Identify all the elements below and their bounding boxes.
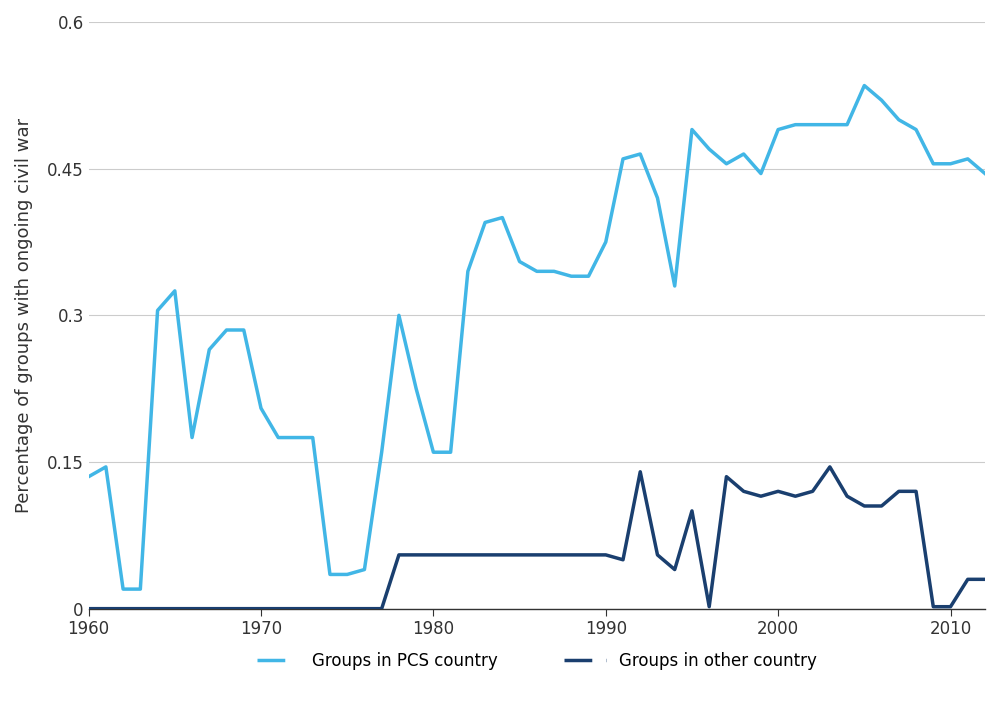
Y-axis label: Percentage of groups with ongoing civil war: Percentage of groups with ongoing civil … xyxy=(15,118,33,513)
Legend: Groups in PCS country, Groups in other country: Groups in PCS country, Groups in other c… xyxy=(250,645,824,677)
